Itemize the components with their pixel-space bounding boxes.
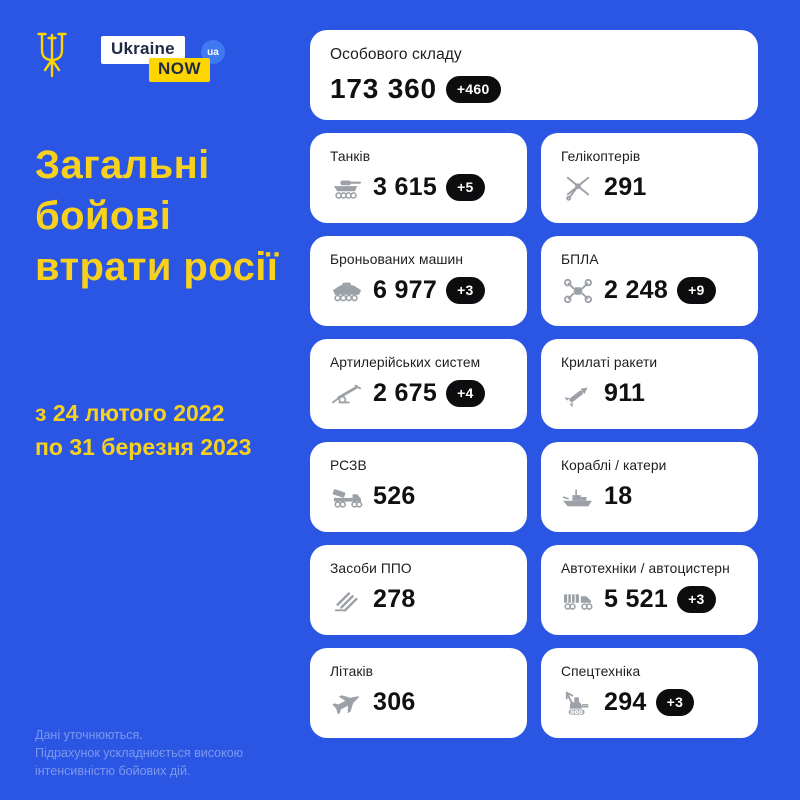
date-line-2: по 31 березня 2023 xyxy=(35,434,252,460)
ukraine-now-logo: Ukraine ua NOW xyxy=(101,36,237,86)
stat-value-row: 2 675 +4 xyxy=(330,379,513,408)
stat-value: 278 xyxy=(373,585,416,613)
stat-value-row: 278 xyxy=(330,585,513,614)
delta-badge: +3 xyxy=(655,689,695,716)
stat-label: Автотехніки / автоцистерн xyxy=(561,561,730,576)
delta-badge: +4 xyxy=(446,380,485,407)
stat-label: Артилерійських систем xyxy=(330,355,481,370)
stat-value: 2 248 xyxy=(604,276,669,304)
stat-card: Літаків 306 xyxy=(310,648,527,738)
ship-icon xyxy=(561,483,595,511)
delta-badge: +3 xyxy=(677,586,716,613)
date-line-1: з 24 лютого 2022 xyxy=(35,400,225,426)
stat-value: 294 xyxy=(604,688,647,716)
stat-value-row: 18 xyxy=(561,482,744,511)
left-panel: Ukraine ua NOW Загальні бойові втрати ро… xyxy=(35,28,303,788)
stat-label: Крилаті ракети xyxy=(561,355,658,370)
stat-card: Гелікоптерів 291 xyxy=(541,133,758,223)
stat-value: 6 977 xyxy=(373,276,438,304)
stat-value: 18 xyxy=(604,482,633,510)
stat-value: 911 xyxy=(604,379,646,407)
stat-value: 526 xyxy=(373,482,416,510)
stat-label: БПЛА xyxy=(561,252,599,267)
artillery-icon xyxy=(330,380,364,408)
stat-card: Броньованих машин 6 977 +3 xyxy=(310,236,527,326)
trident-icon xyxy=(37,32,67,78)
date-range: з 24 лютого 2022 по 31 березня 2023 xyxy=(35,396,251,464)
footnote-line-1: Дані уточнюються. xyxy=(35,728,143,742)
mlrs-icon xyxy=(330,483,364,511)
stat-label: РСЗВ xyxy=(330,458,367,473)
stat-value-row: 526 xyxy=(330,482,513,511)
stat-label: Засоби ППО xyxy=(330,561,412,576)
stat-label: Кораблі / катери xyxy=(561,458,667,473)
stat-card: РСЗВ 526 xyxy=(310,442,527,532)
stat-value: 5 521 xyxy=(604,585,669,613)
delta-badge: +3 xyxy=(446,277,485,304)
missile-icon xyxy=(561,380,595,408)
stat-value: 306 xyxy=(373,688,416,716)
air-defense-icon xyxy=(330,586,364,614)
drone-icon xyxy=(561,277,595,305)
stat-value-row: 306 xyxy=(330,688,513,717)
stat-value-row: 3 615 +5 xyxy=(330,173,513,202)
stat-value-row: 173 360 +460 xyxy=(330,73,744,105)
stat-value-row: 291 xyxy=(561,173,744,202)
logo-row: Ukraine ua NOW xyxy=(35,28,303,92)
stat-value-row: 2 248 +9 xyxy=(561,276,744,305)
delta-badge: +5 xyxy=(446,174,485,201)
stat-value: 2 675 xyxy=(373,379,438,407)
crane-icon xyxy=(561,689,595,717)
stat-value: 173 360 xyxy=(330,73,437,104)
stat-card: Кораблі / катери 18 xyxy=(541,442,758,532)
stats-grid: Особового складу 173 360 +460 Танків 3 6… xyxy=(310,30,758,738)
stat-card: Крилаті ракети 911 xyxy=(541,339,758,429)
stat-value-row: 294 +3 xyxy=(561,688,744,717)
stat-value: 291 xyxy=(604,173,647,201)
stat-label: Спецтехніка xyxy=(561,664,641,679)
stat-card: Танків 3 615 +5 xyxy=(310,133,527,223)
stat-card: Автотехніки / автоцистерн 5 521 +3 xyxy=(541,545,758,635)
stat-card: Спецтехніка 294 +3 xyxy=(541,648,758,738)
footnote: Дані уточнюються. Підрахунок ускладнюєть… xyxy=(35,726,243,780)
stat-card: Засоби ППО 278 xyxy=(310,545,527,635)
stat-card: Артилерійських систем 2 675 +4 xyxy=(310,339,527,429)
stat-value-row: 5 521 +3 xyxy=(561,585,744,614)
stat-label: Броньованих машин xyxy=(330,252,464,267)
stat-label: Особового складу xyxy=(330,46,462,63)
stat-label: Танків xyxy=(330,149,371,164)
delta-badge: +460 xyxy=(445,75,501,103)
tank-icon xyxy=(330,174,364,202)
stat-value: 3 615 xyxy=(373,173,438,201)
helicopter-icon xyxy=(561,174,595,202)
apc-icon xyxy=(330,277,364,305)
stat-value-row: 6 977 +3 xyxy=(330,276,513,305)
footnote-line-3: інтенсивністю бойових дій. xyxy=(35,764,191,778)
stat-card: Особового складу 173 360 +460 xyxy=(310,30,758,120)
footnote-line-2: Підрахунок ускладнюється високою xyxy=(35,746,244,760)
stat-label: Гелікоптерів xyxy=(561,149,641,164)
jet-icon xyxy=(330,689,364,717)
now-logo-label: NOW xyxy=(149,58,211,82)
stat-card: БПЛА 2 248 +9 xyxy=(541,236,758,326)
ukraine-logo-label: Ukraine xyxy=(101,36,185,64)
page-title: Загальні бойові втрати росії xyxy=(35,143,279,289)
stat-label: Літаків xyxy=(330,664,374,679)
delta-badge: +9 xyxy=(677,277,716,304)
stat-value-row: 911 xyxy=(561,379,744,408)
truck-icon xyxy=(561,586,595,614)
